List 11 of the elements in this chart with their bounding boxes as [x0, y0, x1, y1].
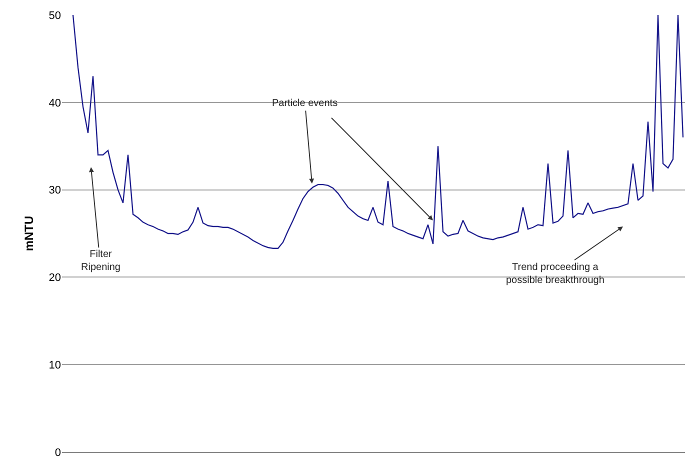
y-tick-label: 20 — [48, 272, 61, 284]
y-tick-label: 10 — [48, 359, 61, 372]
y-tick-label: 50 — [48, 10, 61, 22]
y-tick-label: 40 — [48, 97, 61, 110]
annotation: Trend proceeding a possible breakthrough — [506, 262, 604, 286]
line-series — [72, 15, 684, 249]
annotation: Filter Ripening — [81, 249, 120, 273]
annotation: Particle events — [272, 98, 338, 109]
y-axis-title: mNTU — [22, 216, 36, 252]
y-tick-label: 0 — [54, 446, 61, 459]
y-tick-label: 30 — [48, 184, 61, 197]
